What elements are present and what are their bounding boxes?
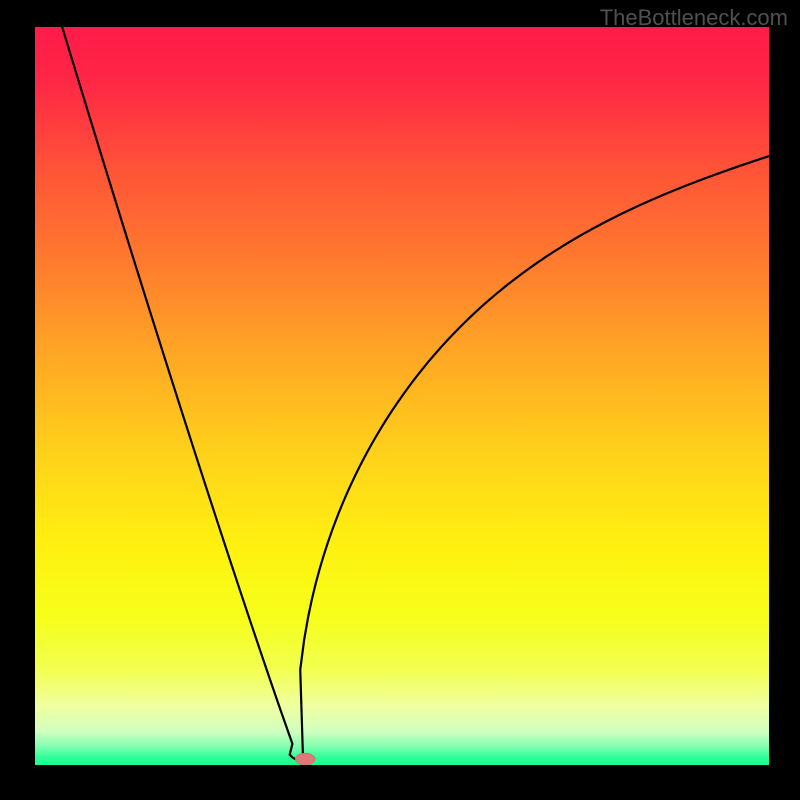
chart-svg [0,0,800,800]
bottleneck-chart [0,0,800,800]
curve-marker [295,753,315,765]
watermark-text: TheBottleneck.com [600,5,788,31]
